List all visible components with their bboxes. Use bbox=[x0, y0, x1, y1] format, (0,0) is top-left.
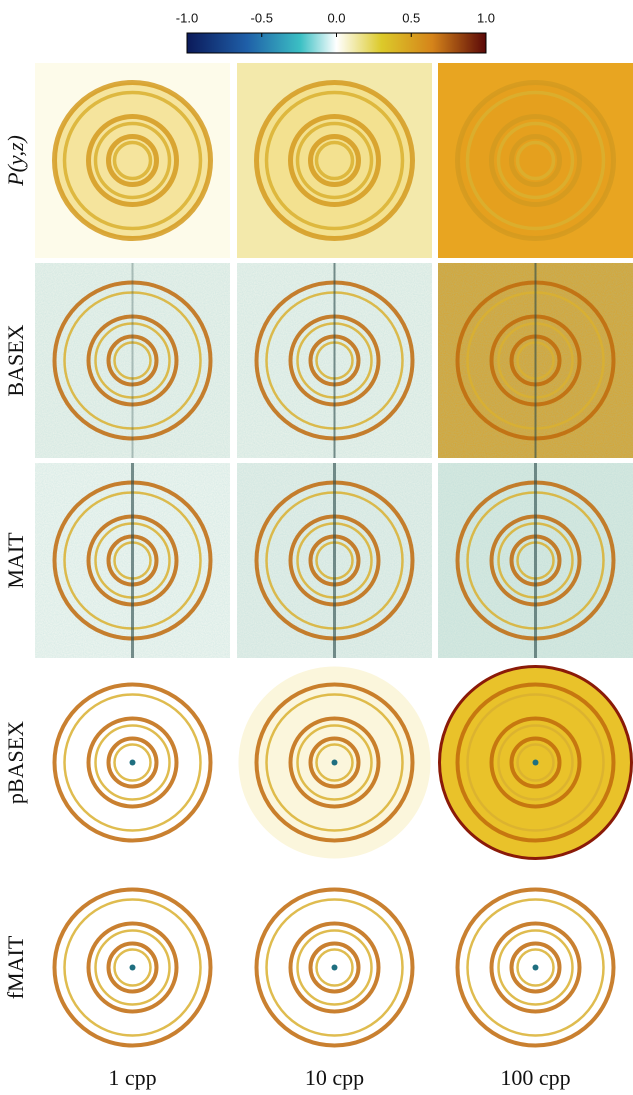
row-label: pBASEX bbox=[3, 721, 28, 804]
center-dot bbox=[533, 760, 539, 766]
center-dot bbox=[130, 760, 136, 766]
image-panel bbox=[239, 872, 431, 1064]
image-panel bbox=[440, 872, 632, 1064]
colorbar-tick-label: 0.0 bbox=[327, 10, 345, 25]
image-panel bbox=[438, 463, 633, 658]
center-dot bbox=[533, 965, 539, 971]
image-panel bbox=[37, 667, 229, 859]
center-dot bbox=[130, 965, 136, 971]
image-panel bbox=[37, 872, 229, 1064]
colorbar-tick-label: 1.0 bbox=[477, 10, 495, 25]
image-panel bbox=[239, 667, 431, 859]
column-label: 1 cpp bbox=[108, 1065, 156, 1090]
column-label: 10 cpp bbox=[305, 1065, 364, 1090]
image-panel bbox=[35, 63, 230, 258]
image-panel bbox=[438, 63, 633, 258]
column-label: 100 cpp bbox=[500, 1065, 570, 1090]
image-panel bbox=[237, 463, 432, 658]
figure: -1.0 -0.5 0.0 0.5 1.0 P(y,z) BASEX MAIT pBASEX f… bbox=[0, 0, 633, 1095]
row-label: BASEX bbox=[3, 324, 28, 396]
row-label: MAIT bbox=[3, 532, 28, 589]
image-panel bbox=[440, 667, 632, 859]
image-panel bbox=[35, 463, 230, 658]
row-label: P(y,z) bbox=[3, 135, 28, 187]
row-label: fMAIT bbox=[3, 935, 28, 999]
image-panel bbox=[237, 63, 432, 258]
colorbar-tick-label: 0.5 bbox=[402, 10, 420, 25]
image-panel bbox=[237, 263, 432, 458]
colorbar-tick-label: -1.0 bbox=[176, 10, 198, 25]
center-dot bbox=[332, 965, 338, 971]
colorbar-tick-label: -0.5 bbox=[251, 10, 273, 25]
image-panel bbox=[35, 263, 230, 458]
image-panel bbox=[438, 263, 633, 458]
center-dot bbox=[332, 760, 338, 766]
